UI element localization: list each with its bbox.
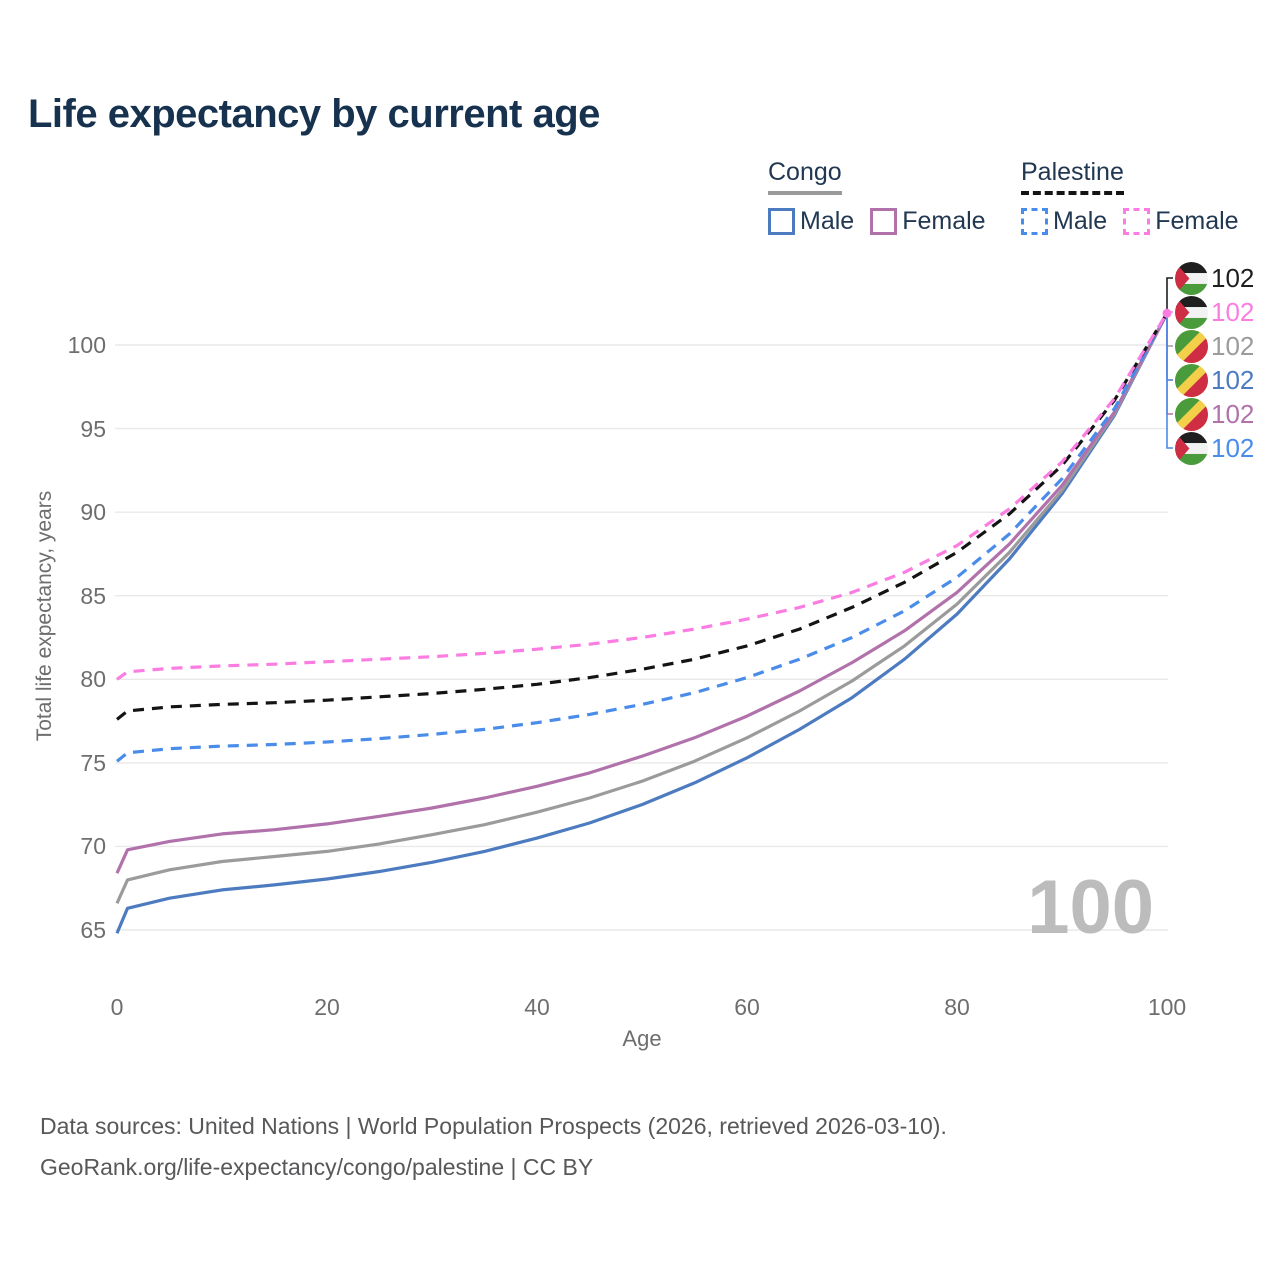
legend-group-congo: Congo Male Female [768,158,986,236]
x-tick-label: 100 [1147,994,1187,1020]
y-tick-label: 100 [67,332,106,358]
legend-label: Male [1053,207,1108,235]
end-value-label: 102 [1211,263,1255,293]
y-tick-label: 80 [80,666,106,693]
legend-label: Male [800,207,855,235]
legend-label: Female [902,207,986,235]
y-tick-label: 90 [80,499,106,526]
y-tick-label: 85 [80,582,106,609]
y-tick-label: 95 [80,415,106,442]
end-value-label: 102 [1211,297,1255,327]
congo-flag-icon [1175,363,1208,397]
end-value-label: 102 [1211,365,1255,395]
x-axis-title: Age [622,1026,662,1051]
palestine-flag-icon [1175,261,1208,295]
palestine-male-swatch-icon [1021,208,1048,235]
footer: Data sources: United Nations | World Pop… [40,1106,947,1188]
end-value-label: 102 [1211,433,1255,463]
congo-male-swatch-icon [768,208,795,235]
page-title: Life expectancy by current age [28,92,600,136]
x-tick-label: 80 [944,994,970,1020]
legend-item-palestine-male[interactable]: Male [1021,207,1107,236]
legend-item-congo-female[interactable]: Female [870,207,986,236]
legend-header-congo: Congo [768,158,842,195]
congo-flag-icon [1175,329,1208,363]
legend-item-congo-male[interactable]: Male [768,207,854,236]
x-tick-label: 20 [314,994,340,1020]
palestine-flag-icon [1175,431,1208,465]
x-tick-label: 40 [524,994,550,1020]
congo-female-swatch-icon [870,208,898,235]
y-tick-label: 65 [80,917,106,943]
palestine-flag-icon [1175,295,1208,329]
end-value-label: 102 [1211,331,1255,361]
legend-item-palestine-female[interactable]: Female [1123,207,1239,236]
palestine-female-swatch-icon [1123,208,1151,235]
x-tick-label: 60 [734,994,760,1020]
y-tick-label: 70 [80,833,106,860]
footer-attribution: GeoRank.org/life-expectancy/congo/palest… [40,1154,594,1180]
y-axis-title: Total life expectancy, years [33,490,56,742]
footer-sources: Data sources: United Nations | World Pop… [40,1113,947,1139]
x-tick-label: 0 [110,994,124,1020]
age-watermark: 100 [1027,865,1154,950]
legend-group-palestine: Palestine Male Female [1021,158,1239,236]
legend-header-palestine: Palestine [1021,158,1124,195]
y-tick-label: 75 [80,749,106,776]
end-value-label: 102 [1211,399,1255,429]
congo-flag-icon [1175,397,1208,431]
legend-label: Female [1155,207,1239,235]
